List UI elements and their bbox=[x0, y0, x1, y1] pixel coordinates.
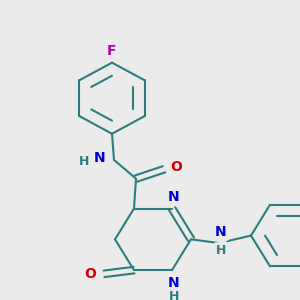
Text: O: O bbox=[84, 267, 96, 281]
Text: N: N bbox=[168, 276, 180, 290]
Text: H: H bbox=[79, 155, 89, 168]
Text: H: H bbox=[216, 244, 226, 257]
Text: H: H bbox=[169, 290, 179, 300]
Text: F: F bbox=[107, 44, 117, 58]
Text: N: N bbox=[215, 225, 227, 239]
Text: N: N bbox=[168, 190, 180, 204]
Text: N: N bbox=[94, 151, 106, 165]
Text: O: O bbox=[170, 160, 182, 174]
